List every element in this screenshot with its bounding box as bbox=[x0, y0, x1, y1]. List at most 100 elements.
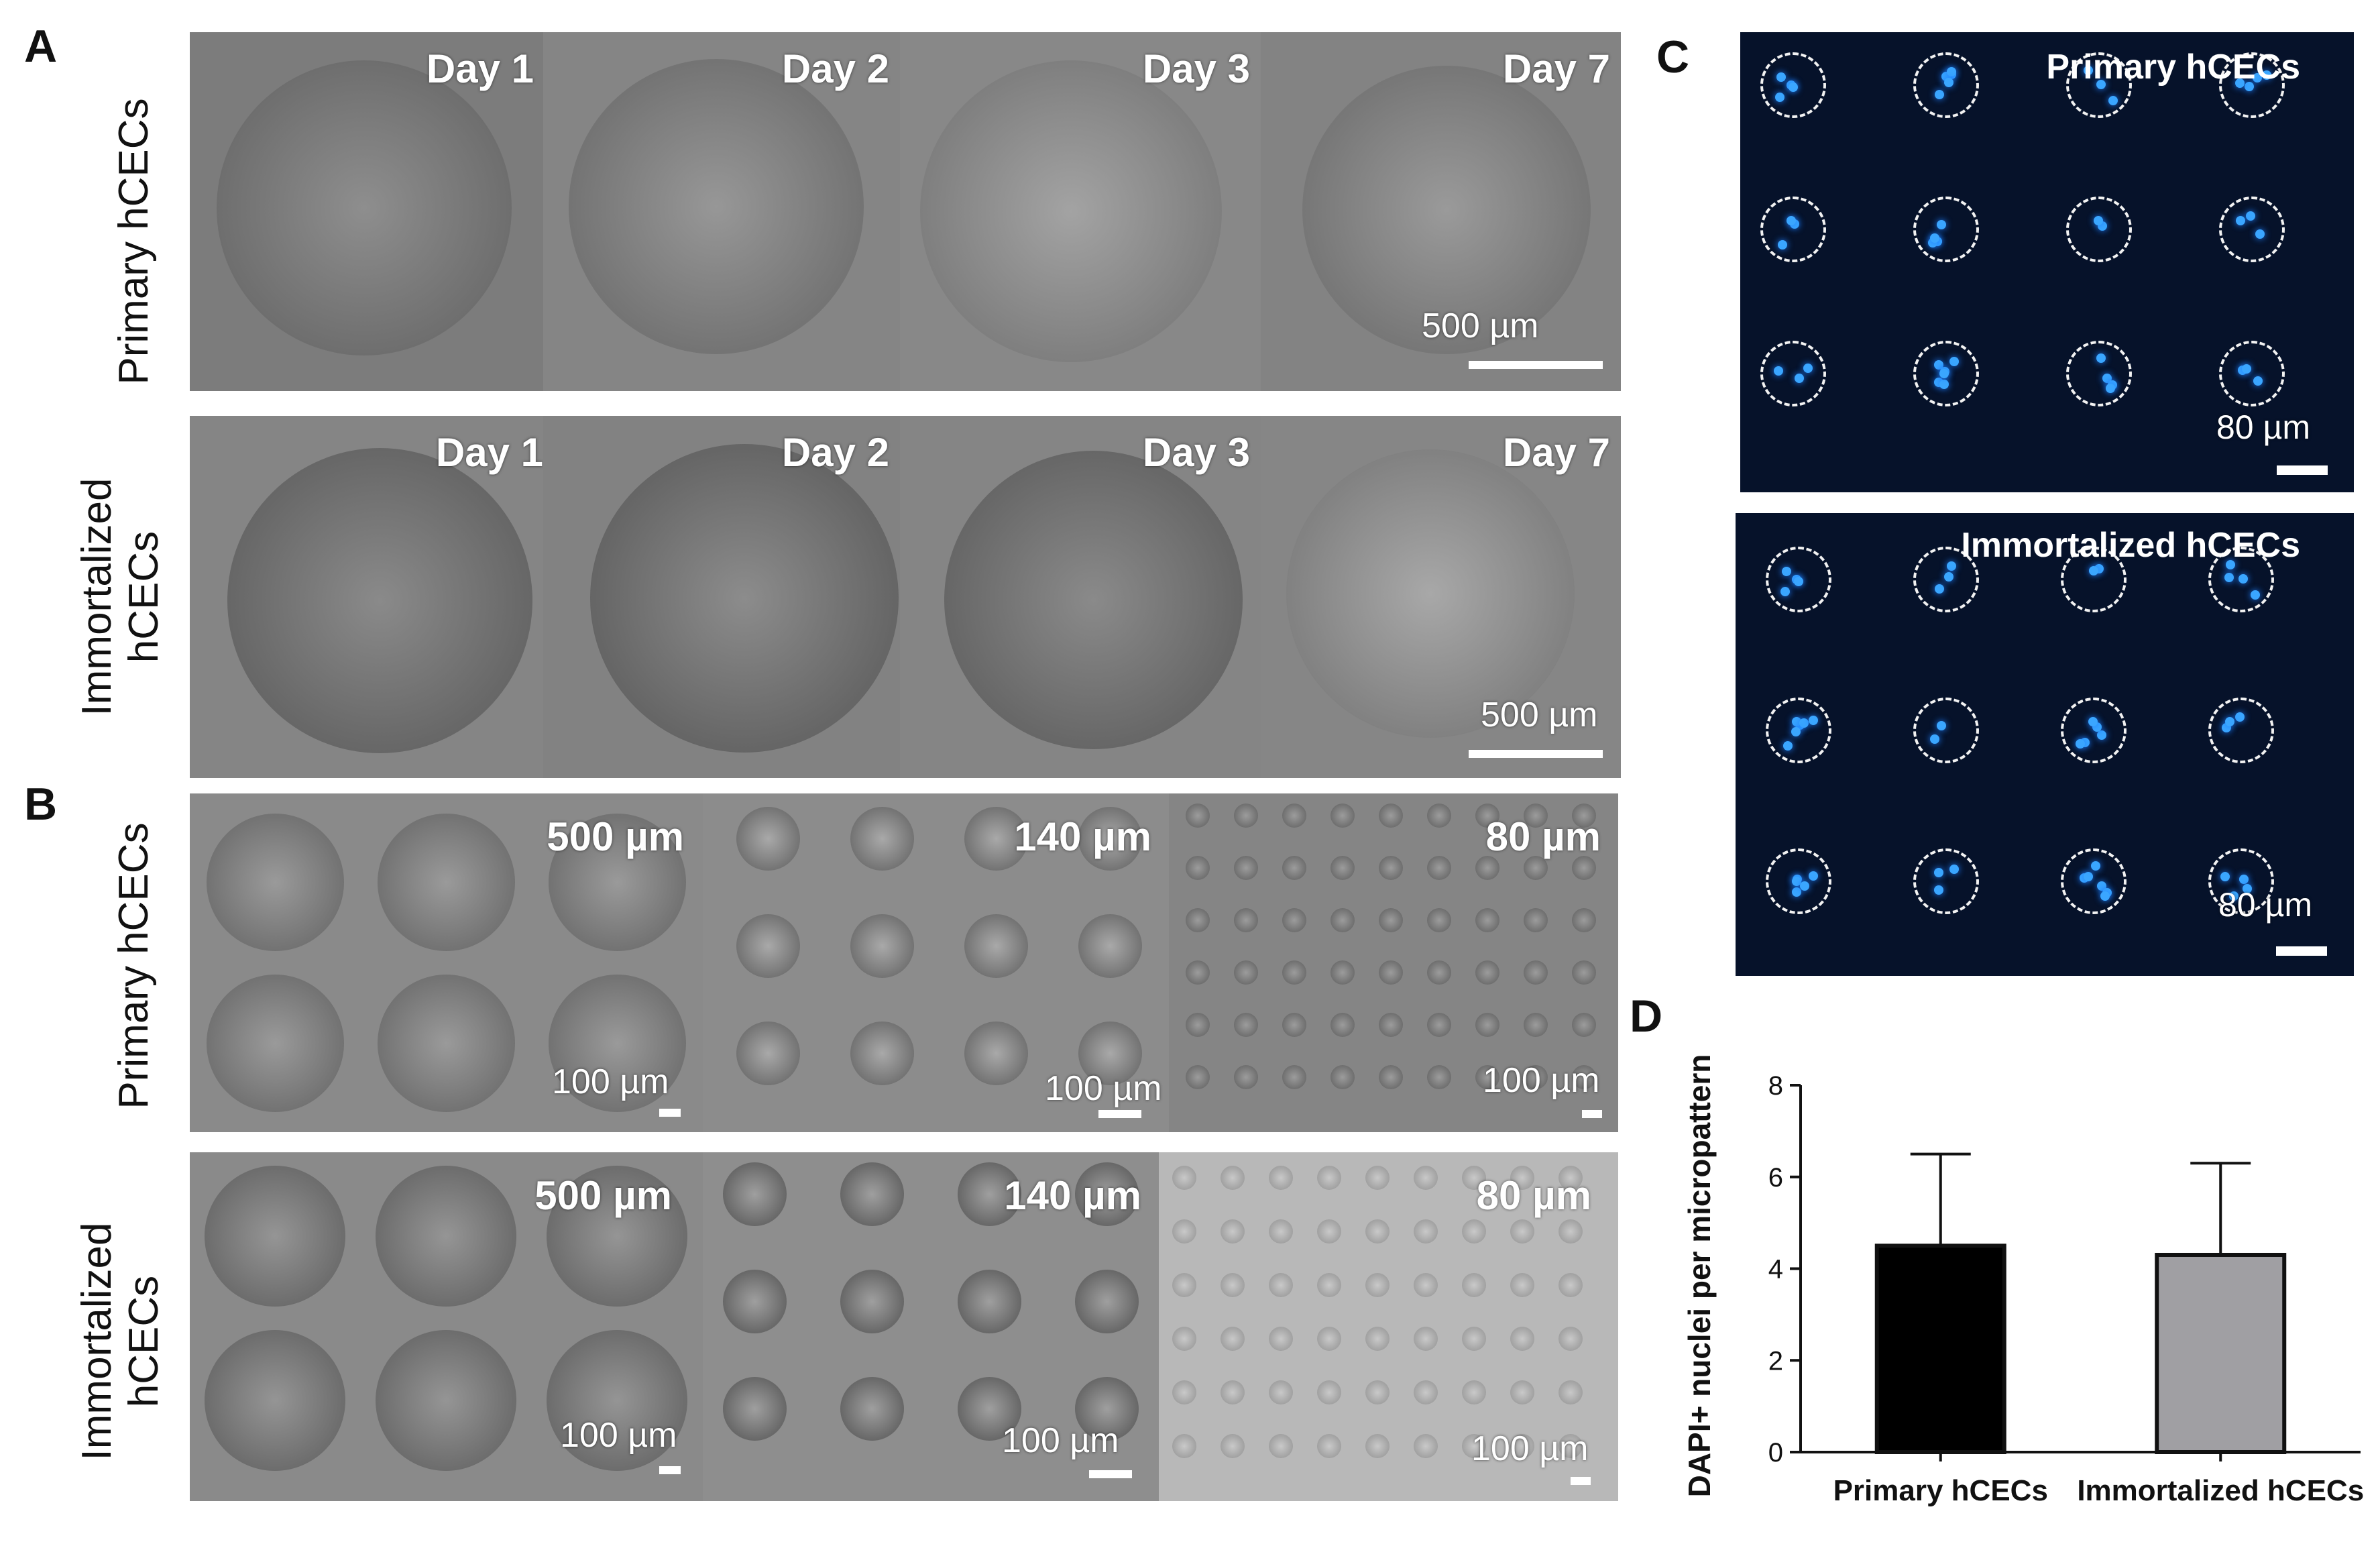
micropattern-disc bbox=[1462, 1434, 1486, 1458]
micropattern-disc bbox=[958, 1270, 1021, 1333]
micropattern-disc bbox=[723, 1270, 787, 1333]
y-tick-label: 2 bbox=[1768, 1346, 1783, 1376]
micropattern-disc bbox=[840, 1270, 904, 1333]
micropattern-disc bbox=[1317, 1380, 1341, 1404]
micropattern-outline bbox=[1760, 197, 1826, 262]
micropattern-disc bbox=[1186, 804, 1210, 828]
micropattern-disc bbox=[1462, 1166, 1486, 1190]
cell-disc bbox=[920, 60, 1222, 362]
micropattern-disc bbox=[736, 1022, 800, 1085]
pattern-size-label: 80 µm bbox=[1476, 1173, 1591, 1218]
micropattern-outline bbox=[1766, 698, 1831, 763]
micropattern-disc bbox=[1078, 807, 1142, 871]
micropattern-disc bbox=[376, 1166, 516, 1307]
micropattern-disc bbox=[1075, 1270, 1139, 1333]
micropattern-disc bbox=[378, 814, 515, 951]
micropattern-disc bbox=[1427, 804, 1451, 828]
scale-bar-label: 100 µm bbox=[552, 1062, 669, 1101]
micropattern-disc bbox=[1282, 960, 1306, 985]
cell-disc bbox=[590, 444, 899, 753]
micropattern-disc bbox=[1510, 1434, 1534, 1458]
micropattern-disc bbox=[1330, 856, 1355, 880]
scale-bar-label: 100 µm bbox=[1471, 1429, 1589, 1468]
micropattern-disc bbox=[1365, 1166, 1390, 1190]
micropattern-outline bbox=[1766, 547, 1831, 612]
micropattern-disc bbox=[1559, 1166, 1583, 1190]
micropattern-disc bbox=[1379, 856, 1403, 880]
pattern-size-label: 500 µm bbox=[547, 814, 684, 859]
micropattern-disc bbox=[1172, 1434, 1196, 1458]
micropattern-disc bbox=[1234, 960, 1258, 985]
micropattern-disc bbox=[1475, 804, 1499, 828]
micropattern-disc bbox=[723, 1377, 787, 1441]
scale-bar-label: 100 µm bbox=[1002, 1421, 1119, 1460]
scale-bar-label: 80 µm bbox=[2216, 408, 2310, 446]
pattern-size-label: 140 µm bbox=[1004, 1173, 1141, 1218]
scale-bar bbox=[659, 1109, 681, 1117]
micropattern-disc bbox=[1524, 908, 1548, 932]
micropattern-outline bbox=[2219, 52, 2285, 118]
fluorescence-title: Immortalized hCECs bbox=[1961, 526, 2300, 565]
micropattern-disc bbox=[850, 914, 914, 978]
micrograph-b-immortalized-500: 500 µm 100 µm bbox=[190, 1152, 703, 1501]
micropattern-outline bbox=[2219, 197, 2285, 262]
scale-bar bbox=[1469, 750, 1603, 758]
micropattern-disc bbox=[1317, 1219, 1341, 1244]
pattern-size-label: 500 µm bbox=[534, 1173, 672, 1218]
scale-bar-label: 100 µm bbox=[1483, 1061, 1600, 1100]
micropattern-disc bbox=[1475, 908, 1499, 932]
micropattern-disc bbox=[736, 807, 800, 871]
day-label: Day 1 bbox=[426, 46, 534, 91]
panel-letter-c: C bbox=[1656, 32, 1690, 82]
micropattern-disc bbox=[378, 975, 515, 1112]
micropattern-disc bbox=[376, 1330, 516, 1471]
micropattern-disc bbox=[1186, 1013, 1210, 1037]
micropattern-disc bbox=[1172, 1273, 1196, 1297]
micropattern-disc bbox=[1269, 1434, 1293, 1458]
micropattern-disc bbox=[1221, 1166, 1245, 1190]
micrograph-b-immortalized-80: 80 µm 100 µm bbox=[1159, 1152, 1618, 1501]
micropattern-outline bbox=[2208, 698, 2274, 763]
scale-bar-label: 500 µm bbox=[1481, 696, 1598, 734]
micropattern-disc bbox=[958, 1162, 1021, 1226]
micropattern-outline bbox=[1913, 341, 1979, 406]
scale-bar bbox=[2276, 946, 2327, 956]
micrograph-b-immortalized-140: 140 µm 100 µm bbox=[703, 1152, 1159, 1501]
micropattern-disc bbox=[1572, 856, 1596, 880]
micropattern-disc bbox=[840, 1162, 904, 1226]
cell-disc bbox=[569, 59, 864, 354]
micropattern-disc bbox=[1221, 1273, 1245, 1297]
micropattern-disc bbox=[1559, 1327, 1583, 1351]
scale-bar-label: 80 µm bbox=[2218, 886, 2312, 924]
micropattern-disc bbox=[1427, 856, 1451, 880]
scale-bar-label: 100 µm bbox=[560, 1416, 677, 1455]
micrograph-a-immortalized-day1: Day 1 bbox=[190, 416, 543, 778]
day-label: Day 2 bbox=[781, 430, 889, 475]
micropattern-disc bbox=[1559, 1219, 1583, 1244]
micrograph-a-immortalized-day7: Day 7 500 µm bbox=[1261, 416, 1621, 778]
micropattern-outline bbox=[1913, 547, 1979, 612]
micropattern-disc bbox=[547, 1166, 687, 1307]
fluorescence-title: Primary hCECs bbox=[2046, 48, 2300, 87]
micropattern-disc bbox=[1282, 804, 1306, 828]
micrograph-a-immortalized-day3: Day 3 bbox=[900, 416, 1261, 778]
micropattern-disc bbox=[1234, 804, 1258, 828]
micropattern-disc bbox=[1379, 804, 1403, 828]
micropattern-disc bbox=[205, 1166, 345, 1307]
micropattern-disc bbox=[1078, 914, 1142, 978]
micrograph-b-primary-500: 500 µm 100 µm bbox=[190, 793, 703, 1132]
micropattern-disc bbox=[1234, 856, 1258, 880]
panel-letter-b: B bbox=[24, 779, 58, 830]
micropattern-disc bbox=[1269, 1219, 1293, 1244]
micropattern-disc bbox=[1462, 1273, 1486, 1297]
micropattern-disc bbox=[964, 914, 1028, 978]
micropattern-disc bbox=[1365, 1434, 1390, 1458]
y-tick-label: 4 bbox=[1768, 1255, 1783, 1284]
bar bbox=[1874, 1244, 2006, 1454]
micropattern-disc bbox=[1559, 1273, 1583, 1297]
micropattern-disc bbox=[1234, 908, 1258, 932]
micropattern-disc bbox=[549, 814, 686, 951]
micropattern-disc bbox=[1075, 1377, 1139, 1441]
micrograph-a-immortalized-day2: Day 2 bbox=[543, 416, 900, 778]
micropattern-disc bbox=[850, 1022, 914, 1085]
